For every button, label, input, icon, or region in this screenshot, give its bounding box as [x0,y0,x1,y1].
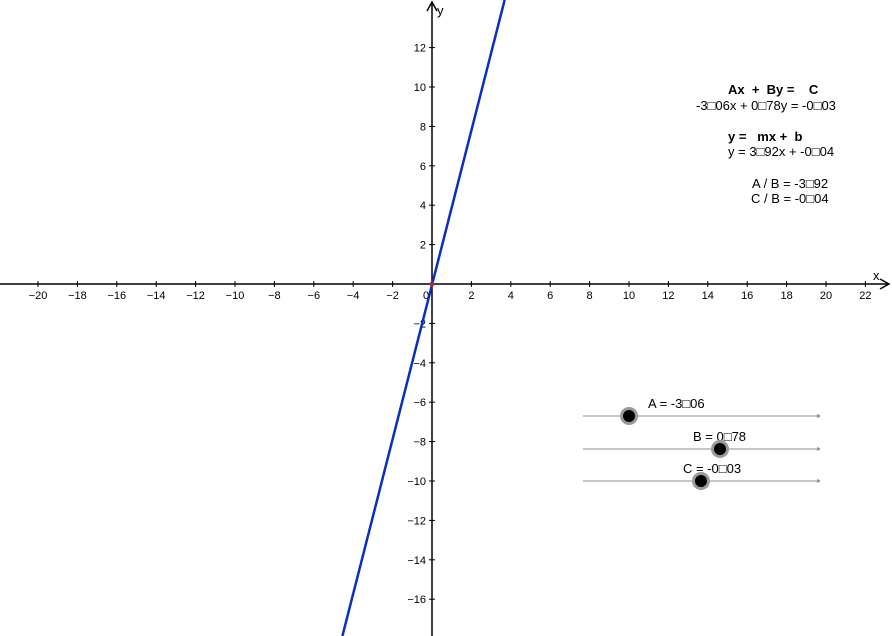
slider-a-handle[interactable] [619,407,638,425]
x-tick-label: 18 [780,290,792,302]
y-tick-label: −10 [407,476,426,488]
slope-form-equation: y = 3□92x + -0□04 [728,144,835,159]
x-tick-label: −2 [386,290,399,302]
graphed-line[interactable] [341,0,506,636]
x-tick-label: 22 [859,290,871,302]
y-tick-label: −12 [407,515,426,527]
y-tick-label: 10 [414,82,426,94]
y-tick-label: 6 [420,161,426,173]
slider-track-end [816,448,821,451]
x-tick-label: −10 [226,290,245,302]
x-tick-label: 0 [423,290,429,302]
a-over-b-value: A / B = -3□92 [752,176,829,191]
slider-track-end [816,480,821,483]
slider-a-label: A = -3□06 [648,396,705,411]
y-tick-label: 4 [420,200,426,212]
y-tick-label: 12 [414,43,426,55]
y-tick-label: −4 [413,358,426,370]
x-tick-label: 14 [702,290,714,302]
y-axis-arrow-icon [426,0,438,12]
x-tick-label: 6 [547,290,553,302]
x-tick-label: −12 [186,290,205,302]
y-tick-label: 2 [420,240,426,252]
x-tick-label: −4 [347,290,360,302]
x-tick-label: 4 [508,290,514,302]
x-tick-label: −14 [147,290,166,302]
slider-c-label: C = -0□03 [683,461,742,476]
slider-b-handle[interactable] [710,440,729,458]
y-tick-label: −14 [407,555,426,567]
x-tick-label: 12 [662,290,674,302]
y-tick-label: −8 [413,437,426,449]
y-tick-label: −6 [413,397,426,409]
y-tick-label: −16 [407,594,426,606]
line-group [341,0,506,636]
x-tick-label: −6 [308,290,321,302]
x-tick-label: −20 [29,290,48,302]
x-tick-label: 10 [623,290,635,302]
y-tick-label: 8 [420,121,426,133]
y-axis-label: y [437,3,444,18]
x-tick-label: 20 [820,290,832,302]
x-tick-label: −18 [68,290,87,302]
slider-track-end [816,415,821,418]
origin-point[interactable] [429,281,435,287]
slider-c-handle[interactable] [691,472,710,490]
standard-form-equation: -3□06x + 0□78y = -0□03 [696,98,836,113]
x-tick-label: 8 [587,290,593,302]
x-axis-label: x [873,268,880,283]
x-axis-arrow-icon [879,278,891,290]
x-tick-label: 16 [741,290,753,302]
x-tick-label: 2 [468,290,474,302]
x-tick-label: −16 [107,290,126,302]
c-over-b-value: C / B = -0□04 [751,191,829,206]
x-tick-label: −8 [268,290,281,302]
standard-form-title: Ax + By = C [728,82,819,97]
slope-form-title: y = mx + b [728,129,803,144]
